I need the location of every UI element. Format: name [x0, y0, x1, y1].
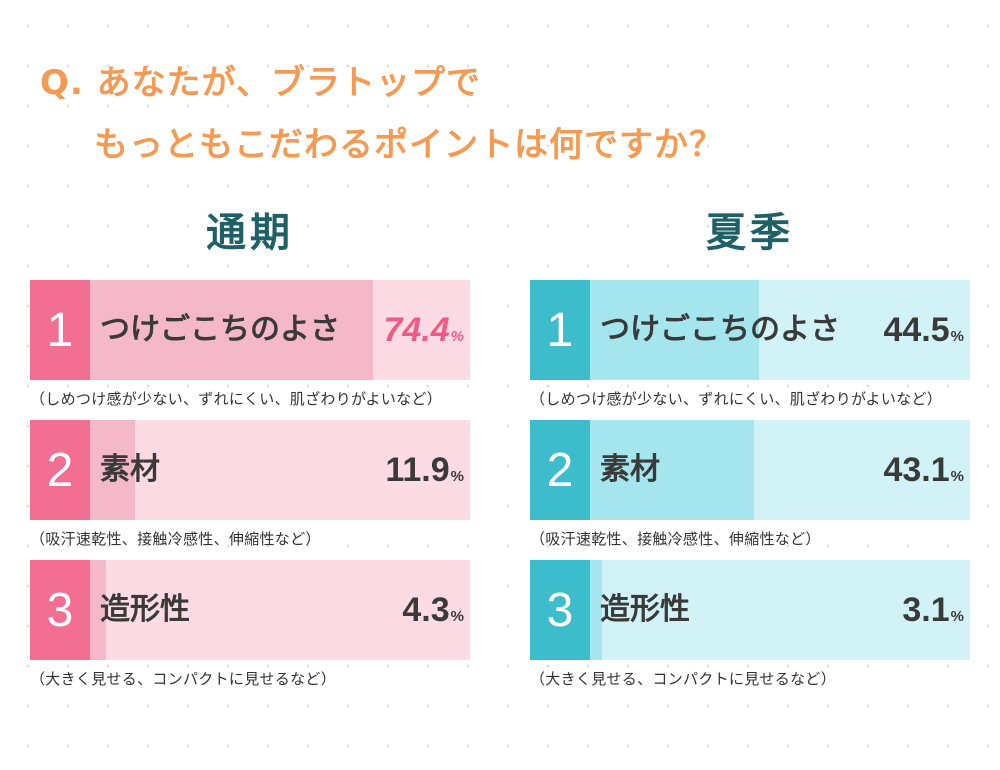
bar-value-label: 4.3%: [402, 560, 464, 660]
bar-fill: [590, 560, 602, 660]
bar-value-label: 11.9%: [385, 420, 464, 520]
bar-fill: [590, 420, 754, 520]
bar-value-label: 44.5%: [883, 280, 964, 380]
bar-value-number: 3.1: [902, 591, 950, 629]
question-title-line-2: もっともこだわるポイントは何ですか？: [94, 125, 724, 165]
bar-value-number: 4.3: [402, 591, 450, 629]
rank-number: 2: [530, 420, 590, 520]
bar-value-unit: %: [450, 468, 464, 485]
rank-number: 3: [530, 560, 590, 660]
bar-value-unit: %: [950, 468, 964, 485]
bar-track: つけごこちのよさ 74.4%: [90, 280, 470, 380]
bar-value-unit: %: [950, 328, 964, 345]
bar-note: （大きく見せる、コンパクトに見せるなど）: [530, 670, 837, 688]
bar-value-unit: %: [950, 608, 964, 625]
bar-note: （しめつけ感が少ない、ずれにくい、肌ざわりがよいなど）: [30, 390, 443, 408]
rank-number: 1: [530, 280, 590, 380]
heading-regular: 通期: [206, 210, 294, 256]
heading-summer: 夏季: [706, 210, 794, 256]
bar-track: 造形性 3.1%: [590, 560, 970, 660]
rank-number: 3: [30, 560, 90, 660]
regular-bar-row: 3 造形性 4.3%: [30, 560, 470, 660]
bar-note: （大きく見せる、コンパクトに見せるなど）: [30, 670, 337, 688]
bar-value-label: 43.1%: [883, 420, 964, 520]
bar-track: 素材 43.1%: [590, 420, 970, 520]
rank-number: 1: [30, 280, 90, 380]
bar-track: 造形性 4.3%: [90, 560, 470, 660]
bar-track: つけごこちのよさ 44.5%: [590, 280, 970, 380]
summer-bar-row: 2 素材 43.1%: [530, 420, 970, 520]
question-title: Q. あなたが、ブラトップで もっともこだわるポイントは何ですか？: [40, 52, 724, 176]
bar-category-label: 素材: [100, 452, 160, 487]
bar-value-label: 3.1%: [902, 560, 964, 660]
summer-bar-row: 1 つけごこちのよさ 44.5%: [530, 280, 970, 380]
bar-track: 素材 11.9%: [90, 420, 470, 520]
bar-fill: [90, 280, 373, 380]
bar-fill: [590, 280, 760, 380]
rank-number: 2: [30, 420, 90, 520]
bar-fill: [90, 420, 136, 520]
bar-category-label: 造形性: [600, 592, 690, 627]
bar-category-label: つけごこちのよさ: [100, 312, 340, 347]
bar-note: （吸汗速乾性、接触冷感性、伸縮性など）: [530, 530, 821, 548]
bar-value-unit: %: [450, 608, 464, 625]
bar-value-number: 11.9: [385, 451, 450, 489]
bar-value-number: 44.5: [883, 311, 950, 349]
bar-value-unit: %: [450, 328, 464, 345]
bar-category-label: 素材: [600, 452, 660, 487]
bar-value-number: 74.4: [383, 311, 450, 349]
bar-value-number: 43.1: [883, 451, 950, 489]
regular-bar-row: 1 つけごこちのよさ 74.4%: [30, 280, 470, 380]
bar-note: （しめつけ感が少ない、ずれにくい、肌ざわりがよいなど）: [530, 390, 943, 408]
regular-bar-row: 2 素材 11.9%: [30, 420, 470, 520]
bar-category-label: 造形性: [100, 592, 190, 627]
summer-bar-row: 3 造形性 3.1%: [530, 560, 970, 660]
bar-category-label: つけごこちのよさ: [600, 312, 840, 347]
bar-value-label: 74.4%: [383, 280, 464, 380]
bar-note: （吸汗速乾性、接触冷感性、伸縮性など）: [30, 530, 321, 548]
question-title-line-1: Q. あなたが、ブラトップで: [40, 63, 481, 103]
bar-fill: [90, 560, 107, 660]
